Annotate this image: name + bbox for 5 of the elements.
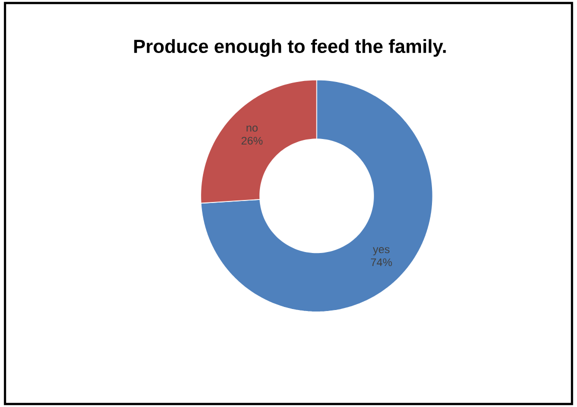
- data-label: 26%: [242, 136, 263, 145]
- chart-title: Produce enough to feed the family.: [134, 39, 446, 57]
- slice-label: yes: [372, 247, 390, 256]
- slice-label: no: [246, 126, 258, 132]
- data-label: 74%: [370, 258, 392, 266]
